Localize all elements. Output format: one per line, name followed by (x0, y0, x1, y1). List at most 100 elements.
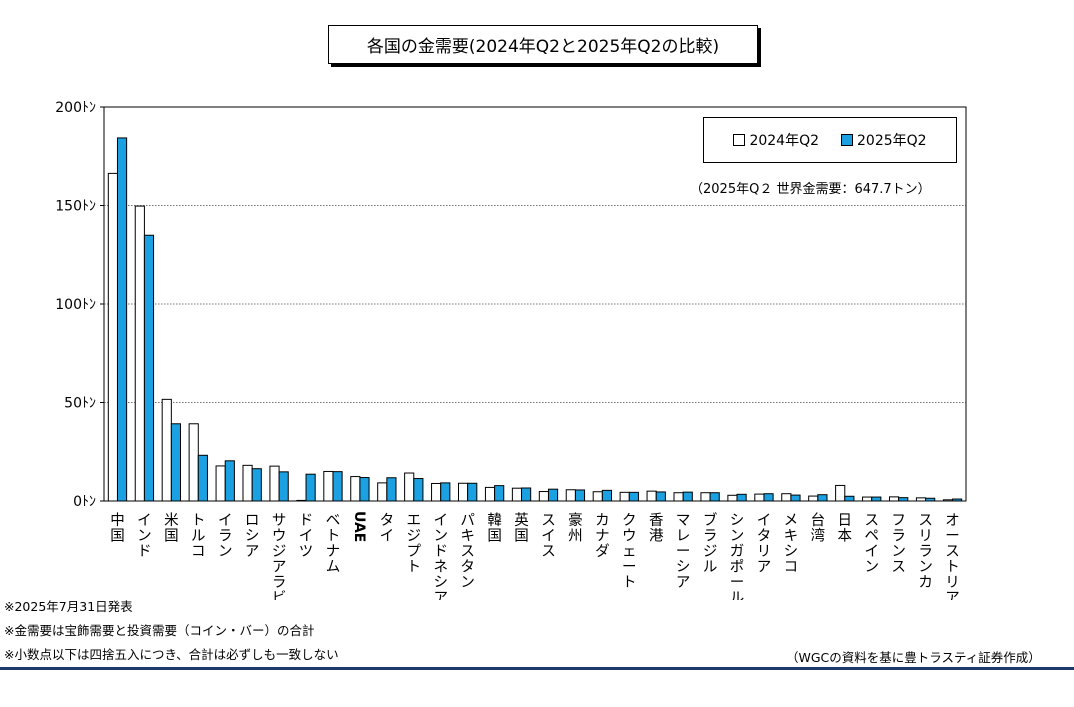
bar-2025 (871, 496, 882, 502)
x-tick-label: 台湾 (811, 512, 826, 545)
bar-2024 (781, 493, 792, 502)
bar-2024 (296, 499, 307, 502)
bar-2025 (601, 489, 613, 502)
footnotes: ※2025年7月31日発表 ※金需要は宝飾需要と投資需要（コイン・バー）の合計 … (4, 595, 339, 667)
chart-title: 各国の金需要(2024年Q2と2025年Q2の比較) (328, 25, 758, 64)
bar-2025 (386, 477, 397, 502)
world-demand-note: （2025年Q２ 世界金需要：647.7トン） (690, 182, 931, 197)
footnote-rounding: ※小数点以下は四捨五入につき、合計は必ずしも一致しない (4, 647, 339, 662)
bar-2024 (592, 491, 603, 502)
x-tick-label: シンガポール (730, 513, 745, 600)
bar-2024 (323, 470, 334, 502)
bar-2025 (332, 471, 343, 502)
bar-2025 (521, 487, 532, 502)
x-tick-label: エジプト (407, 513, 422, 576)
bar-2024 (457, 482, 469, 502)
bar-2025 (143, 234, 155, 502)
bar-2024 (107, 172, 118, 502)
y-tick-label: 0ﾄﾝ (73, 494, 96, 510)
x-tick-label: パキスタン (460, 512, 475, 591)
x-tick-label: インドネシア (433, 513, 448, 600)
bar-2024 (754, 493, 765, 502)
bar-2024 (484, 486, 496, 502)
bar-2025 (628, 491, 639, 502)
bar-2024 (215, 465, 226, 502)
bar-2024 (700, 492, 711, 502)
bar-2025 (467, 482, 478, 502)
legend-label-2024: 2024年Q2 (749, 133, 819, 149)
bar-2025 (413, 478, 424, 502)
bar-2025 (682, 491, 693, 502)
bar-2025 (817, 494, 828, 502)
bar-2025 (574, 489, 586, 502)
bar-2024 (404, 472, 415, 502)
bar-2024 (835, 484, 846, 502)
bar-2024 (619, 491, 630, 502)
bottom-divider (0, 667, 1074, 670)
bar-2025 (170, 423, 182, 502)
bar-2025 (440, 482, 451, 502)
x-tick-label: サウジアラビア (272, 513, 287, 600)
x-tick-label: イタリア (757, 513, 772, 576)
x-tick-label: スイス (541, 513, 556, 560)
legend-swatch-2024 (733, 134, 746, 146)
x-tick-label: クウェート (622, 512, 637, 591)
bar-2025 (898, 497, 909, 502)
bar-2025 (116, 137, 128, 502)
bar-2025 (790, 494, 801, 502)
bar-2025 (844, 495, 855, 502)
bar-2025 (655, 491, 666, 502)
x-tick-label: 香港 (649, 512, 664, 545)
bar-2025 (547, 488, 559, 502)
x-tick-label: 中国 (110, 512, 125, 545)
bar-2024 (727, 494, 738, 502)
x-tick-label: マレーシア (676, 513, 691, 591)
legend-item-2025: 2025年Q2 (841, 130, 927, 150)
bar-2024 (673, 492, 684, 502)
bar-chart: 0ﾄﾝ 50ﾄﾝ 100ﾄﾝ 150ﾄﾝ 200ﾄﾝ 中国インド米国トルコイランロシアサウ… (55, 100, 967, 600)
bar-2024 (888, 496, 900, 502)
x-tick-label: ドイツ (299, 513, 314, 560)
footnote-definition: ※金需要は宝飾需要と投資需要（コイン・バー）の合計 (4, 623, 315, 638)
bar-2024 (646, 490, 657, 502)
legend-item-2024: 2024年Q2 (733, 130, 819, 150)
bar-2025 (197, 454, 208, 502)
y-tick-label: 200ﾄﾝ (55, 100, 96, 116)
x-tick-label: メキシコ (784, 513, 799, 576)
y-tick-label: 150ﾄﾝ (55, 199, 96, 215)
bar-2024 (134, 205, 145, 502)
bar-2024 (565, 489, 576, 502)
legend: 2024年Q2 2025年Q2 (703, 117, 957, 163)
bar-2025 (952, 498, 963, 502)
bar-2024 (269, 465, 280, 502)
x-tick-label: 日本 (838, 513, 853, 545)
bar-2025 (494, 485, 505, 502)
x-tick-label: イラン (218, 513, 233, 560)
bar-2024 (431, 482, 442, 502)
x-tick-label: オーストリア (945, 513, 960, 600)
bar-2024 (538, 491, 549, 502)
x-tick-label: インド (137, 513, 152, 560)
bar-2025 (224, 460, 235, 502)
bar-2024 (350, 476, 361, 502)
x-tick-label: 英国 (514, 511, 529, 545)
bar-2025 (925, 497, 936, 502)
y-tick-label: 100ﾄﾝ (55, 297, 96, 313)
x-tick-label: 米国 (164, 512, 179, 545)
source-note: （WGCの資料を基に豊トラスティ証券作成） (786, 650, 1041, 665)
bar-2024 (808, 495, 819, 502)
bar-2024 (862, 496, 873, 502)
x-tick-label: タイ (380, 512, 395, 545)
x-tick-label: ブラジル (703, 511, 718, 576)
footnote-date: ※2025年7月31日発表 (4, 599, 133, 614)
bar-2025 (736, 493, 747, 502)
bar-2024 (188, 423, 199, 502)
bar-2024 (915, 497, 927, 502)
bar-2025 (359, 477, 370, 502)
legend-label-2025: 2025年Q2 (857, 133, 927, 149)
x-tick-label: カナダ (595, 513, 610, 560)
x-tick-label: UAE (351, 511, 367, 542)
bar-2024 (511, 487, 523, 502)
x-tick-label: フランス (891, 513, 906, 576)
y-tick-label: 50ﾄﾝ (64, 396, 96, 412)
